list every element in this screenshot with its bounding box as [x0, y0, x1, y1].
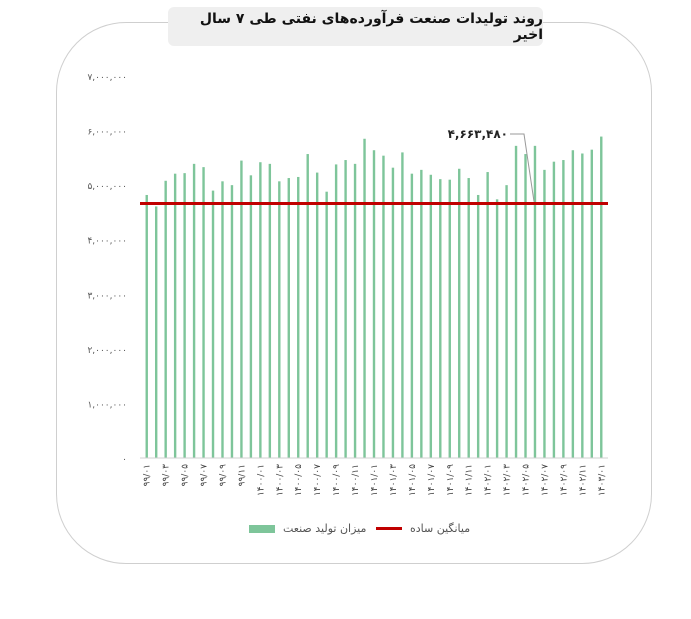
bar	[145, 194, 148, 458]
bar	[439, 179, 442, 458]
bar	[476, 194, 480, 458]
bar	[353, 163, 357, 459]
x-tick-label: ۱۴۰۲/۰۵	[522, 464, 532, 496]
bar	[211, 190, 215, 458]
x-tick-label: ۱۴۰۱/۱۱	[465, 464, 475, 496]
bar	[571, 150, 575, 458]
bar	[278, 181, 281, 458]
bar	[382, 155, 385, 459]
x-tick-label: ۱۴۰۱/۰۱	[370, 464, 380, 496]
x-tick-label: ۱۴۰۰/۱۱	[351, 464, 361, 496]
bar	[420, 169, 423, 459]
x-tick-label: ۹۹/۰۳	[162, 464, 172, 487]
x-tick-label: ۱۴۰۱/۰۷	[427, 464, 437, 496]
average-value-label: ۴,۶۶۳,۴۸۰	[448, 127, 508, 141]
bar	[249, 175, 253, 458]
y-axis: ۰ ۱,۰۰۰,۰۰۰ ۲,۰۰۰,۰۰۰ ۳,۰۰۰,۰۰۰ ۴,۰۰۰,۰۰۰ ۵,۰…	[87, 73, 127, 465]
average-annotation: ۴,۶۶۳,۴۸۰	[448, 127, 535, 202]
legend-swatch-line	[376, 527, 402, 530]
bar	[363, 138, 366, 458]
x-tick-label: ۱۴۰۲/۰۷	[540, 464, 550, 496]
bar	[495, 199, 499, 458]
y-tick-label: ۵,۰۰۰,۰۰۰	[87, 182, 127, 192]
bar	[552, 161, 556, 458]
x-tick-label: ۹۹/۰۵	[181, 464, 191, 487]
y-tick-label: ۱,۰۰۰,۰۰۰	[87, 400, 127, 410]
x-tick-label: ۱۴۰۰/۰۷	[313, 464, 323, 496]
bar	[334, 164, 338, 458]
legend-swatch-bar	[249, 524, 275, 533]
bar	[230, 185, 234, 458]
bar	[562, 160, 565, 459]
bar	[240, 160, 243, 458]
bar	[325, 191, 328, 458]
bar	[524, 154, 527, 459]
legend-label-production: میزان تولید صنعت	[283, 522, 367, 535]
bar	[164, 180, 167, 458]
x-tick-label: ۱۴۰۰/۰۱	[256, 464, 266, 496]
bar	[192, 163, 196, 459]
average-leader-line	[510, 133, 535, 202]
x-tick-label: ۱۴۰۳/۰۱	[597, 464, 607, 496]
bars-group	[145, 136, 603, 459]
x-tick-label: ۱۴۰۲/۰۳	[503, 464, 513, 496]
bar	[410, 173, 414, 458]
bar	[306, 154, 309, 459]
bar	[429, 174, 433, 458]
bar	[372, 150, 376, 458]
x-tick-label: ۱۴۰۰/۰۳	[275, 464, 285, 496]
bar	[297, 176, 300, 458]
bar	[505, 185, 508, 458]
x-tick-label: ۱۴۰۲/۰۱	[484, 464, 494, 496]
bar	[259, 162, 262, 458]
legend-label-average: میانگین ساده	[410, 522, 471, 535]
bar	[514, 145, 518, 458]
bar	[183, 173, 186, 458]
legend-item-production: میزان تولید صنعت	[249, 522, 366, 535]
legend-item-average: میانگین ساده	[376, 522, 470, 535]
x-tick-label: ۱۴۰۱/۰۵	[408, 464, 418, 496]
bar	[315, 172, 319, 458]
bar	[202, 167, 205, 458]
x-axis: ۹۹/۰۱ ۹۹/۰۳ ۹۹/۰۵ ۹۹/۰۷ ۹۹/۰۹ ۹۹/۱۱ ۱۴۰۰/۰۱ ۱۴۰…	[143, 464, 608, 496]
x-tick-label: ۱۴۰۰/۰۵	[294, 464, 304, 496]
x-tick-label: ۱۴۰۱/۰۳	[389, 464, 399, 496]
x-tick-label: ۹۹/۰۹	[218, 464, 228, 487]
x-tick-label: ۱۴۰۱/۰۹	[446, 464, 456, 496]
bar	[173, 173, 177, 458]
x-tick-label: ۹۹/۰۱	[143, 464, 153, 486]
y-tick-label: ۰	[122, 455, 127, 465]
bar	[155, 206, 158, 458]
bar	[401, 152, 404, 458]
bar	[221, 181, 224, 458]
x-tick-label: ۹۹/۱۱	[237, 464, 247, 486]
bar	[581, 153, 584, 459]
bar	[287, 178, 290, 459]
bar	[543, 169, 546, 459]
bar	[590, 149, 593, 459]
y-tick-label: ۲,۰۰۰,۰۰۰	[87, 346, 127, 356]
chart-title: روند تولیدات صنعت فرآورده‌های نفتی طی ۷ …	[168, 7, 543, 46]
bar	[467, 178, 470, 459]
legend: میزان تولید صنعت میانگین ساده	[0, 522, 691, 542]
bar	[533, 145, 537, 458]
bar	[344, 160, 347, 459]
y-tick-label: ۴,۰۰۰,۰۰۰	[87, 237, 127, 247]
bar	[448, 179, 451, 458]
bar	[486, 172, 489, 459]
x-tick-label: ۱۴۰۲/۰۹	[559, 464, 569, 496]
bar	[391, 167, 395, 458]
y-tick-label: ۷,۰۰۰,۰۰۰	[87, 73, 127, 83]
x-tick-label: ۱۴۰۲/۱۱	[578, 464, 588, 496]
y-tick-label: ۳,۰۰۰,۰۰۰	[87, 291, 127, 301]
x-tick-label: ۹۹/۰۷	[200, 464, 210, 487]
bar	[268, 163, 272, 459]
bar	[458, 168, 461, 458]
x-tick-label: ۱۴۰۰/۰۹	[332, 464, 342, 496]
y-tick-label: ۶,۰۰۰,۰۰۰	[87, 128, 127, 138]
bar	[600, 136, 603, 458]
